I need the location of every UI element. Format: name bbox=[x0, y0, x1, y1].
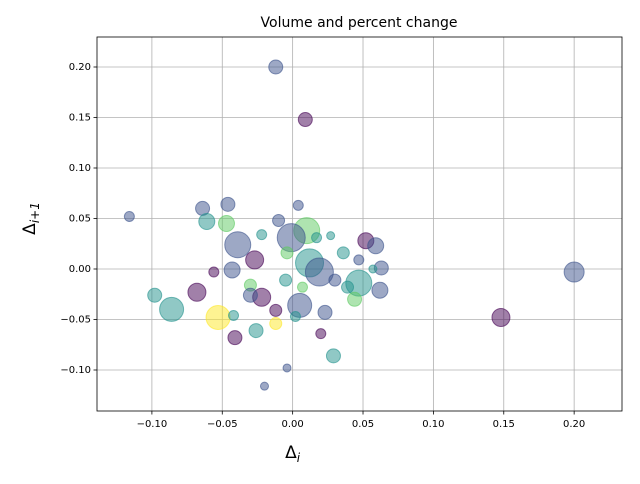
x-tick-label: −0.10 bbox=[137, 419, 168, 430]
x-tick-label: −0.05 bbox=[207, 419, 238, 430]
point bbox=[217, 215, 235, 233]
point bbox=[563, 261, 585, 283]
point bbox=[123, 210, 135, 222]
chart-title: Volume and percent change bbox=[261, 15, 458, 31]
x-axis-label: Δi bbox=[285, 443, 301, 465]
y-tick-label: 0.20 bbox=[69, 62, 91, 73]
point bbox=[223, 261, 241, 279]
point bbox=[147, 287, 163, 303]
plot-frame bbox=[96, 36, 623, 412]
point bbox=[371, 281, 389, 299]
y-axis-label: Δi+1 bbox=[20, 202, 42, 235]
point bbox=[220, 196, 236, 212]
x-tick-label: 0.05 bbox=[352, 419, 374, 430]
point bbox=[268, 59, 284, 75]
point bbox=[317, 304, 333, 320]
point bbox=[491, 307, 511, 327]
point bbox=[224, 231, 252, 259]
point bbox=[311, 232, 323, 244]
point bbox=[289, 310, 301, 322]
point bbox=[353, 254, 365, 266]
point bbox=[328, 273, 342, 287]
point bbox=[304, 257, 334, 287]
y-label-symbol: Δ bbox=[20, 223, 40, 235]
point bbox=[368, 264, 378, 274]
point bbox=[159, 296, 185, 322]
x-tick-label: 0.15 bbox=[493, 419, 515, 430]
point bbox=[341, 280, 355, 294]
point bbox=[325, 348, 341, 364]
point bbox=[205, 304, 231, 330]
point bbox=[269, 317, 283, 331]
point bbox=[296, 281, 308, 293]
x-tick-label: 0.20 bbox=[563, 419, 585, 430]
point bbox=[208, 266, 220, 278]
y-tick-label: 0.00 bbox=[69, 264, 91, 275]
y-tick-label: 0.05 bbox=[69, 213, 91, 224]
point bbox=[187, 282, 207, 302]
point bbox=[272, 214, 286, 228]
point bbox=[276, 223, 306, 253]
point bbox=[228, 309, 240, 321]
x-label-symbol: Δ bbox=[285, 443, 297, 463]
point bbox=[282, 363, 292, 373]
x-tick-label: 0.10 bbox=[422, 419, 444, 430]
point bbox=[326, 231, 336, 241]
y-tick-label: 0.10 bbox=[69, 163, 91, 174]
point bbox=[269, 303, 283, 317]
point bbox=[242, 287, 258, 303]
point bbox=[248, 323, 264, 339]
y-tick-label: −0.10 bbox=[60, 365, 91, 376]
y-label-subscript: i+1 bbox=[28, 202, 42, 223]
point bbox=[367, 237, 385, 255]
point bbox=[315, 328, 327, 340]
point bbox=[347, 291, 363, 307]
point bbox=[279, 273, 293, 287]
point bbox=[227, 330, 243, 346]
point bbox=[336, 246, 350, 260]
point bbox=[297, 112, 313, 128]
point bbox=[245, 250, 265, 270]
point bbox=[292, 199, 304, 211]
y-tick-label: 0.15 bbox=[69, 112, 91, 123]
point bbox=[198, 213, 216, 231]
point bbox=[256, 229, 268, 241]
point bbox=[259, 381, 269, 391]
y-tick-label: −0.05 bbox=[60, 314, 91, 325]
point bbox=[280, 246, 294, 260]
x-label-subscript: i bbox=[297, 451, 301, 465]
x-tick-label: 0.00 bbox=[282, 419, 304, 430]
